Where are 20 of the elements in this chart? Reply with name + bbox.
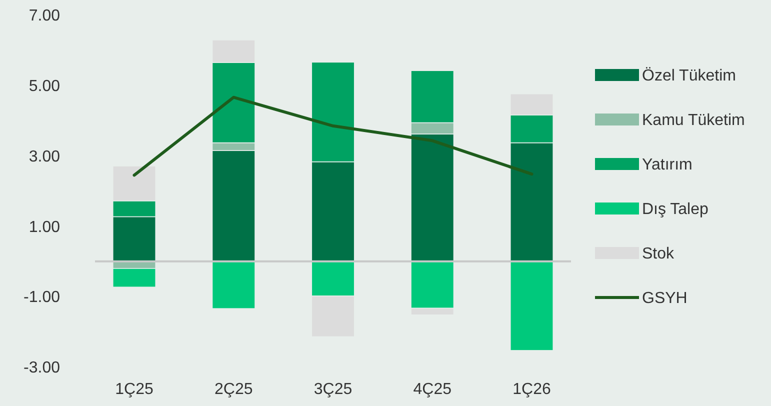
y-tick-label: -3.00 [24, 360, 60, 377]
legend-label: Dış Talep [642, 201, 709, 218]
legend-label: GSYH [642, 290, 688, 308]
legend-label: Kamu Tüketim [642, 112, 745, 130]
y-tick-label: 1.00 [28, 218, 60, 236]
x-tick-label: 3Ç25 [314, 381, 352, 398]
y-tick-label: -1.00 [24, 289, 60, 306]
bar [212, 261, 256, 309]
bar [510, 261, 554, 351]
x-tick-label: 1Ç25 [115, 381, 154, 398]
x-tick-label: 1Ç26 [512, 381, 551, 398]
legend-label: Özel Tüketim [642, 66, 736, 85]
x-tick-label: 4Ç25 [413, 381, 452, 398]
x-tick-label: 2Ç25 [214, 381, 253, 398]
legend-label: Yatırım [642, 156, 692, 174]
y-tick-label: 3.00 [28, 148, 60, 166]
y-tick-label: 5.00 [28, 78, 60, 95]
y-tick-label: 7.00 [28, 8, 60, 25]
line-series [132, 96, 534, 177]
legend-label: Stok [642, 246, 676, 263]
